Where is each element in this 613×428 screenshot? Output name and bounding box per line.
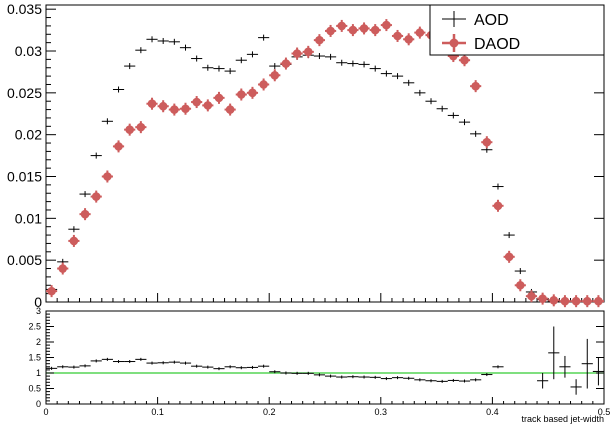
ratio-x-tick-label: 0.5 — [598, 407, 611, 417]
daod-point — [359, 24, 369, 33]
main-y-axis: 0 0.005 0.01 0.015 0.02 0.025 0.03 0.035 — [7, 1, 604, 310]
ratio-y-tick-label: 3 — [36, 306, 41, 316]
daod-point — [326, 26, 335, 36]
daod-point — [237, 90, 246, 99]
main-y-tick-label: 0.005 — [7, 252, 42, 268]
daod-point — [337, 21, 347, 31]
daod-point — [114, 142, 123, 151]
daod-point — [158, 101, 168, 111]
daod-point — [214, 93, 224, 103]
ratio-x-tick-label: 0 — [43, 407, 48, 417]
daod-point — [471, 81, 480, 91]
daod-point — [259, 80, 268, 89]
daod-point — [292, 49, 302, 58]
daod-point — [147, 99, 157, 109]
daod-point — [80, 209, 90, 219]
main-plot-panel: 0 0.005 0.01 0.015 0.02 0.025 0.03 0.035 AOD DA… — [7, 1, 605, 310]
ratio-y-axis: 0 0.5 1 1.5 2 2.5 3 — [28, 306, 604, 409]
daod-point — [281, 59, 291, 68]
daod-point — [460, 55, 469, 65]
daod-point — [47, 286, 56, 296]
main-y-tick-label: 0.035 — [7, 1, 42, 17]
legend: AOD DAOD — [429, 4, 605, 56]
ratio-x-tick-label: 0.3 — [375, 407, 388, 417]
ratio-x-axis: 0 0.1 0.2 0.3 0.4 0.5 — [43, 397, 610, 417]
daod-point — [136, 122, 146, 132]
daod-point — [504, 252, 514, 262]
ratio-y-tick-label: 0 — [36, 399, 41, 409]
daod-point — [348, 25, 358, 35]
daod-point — [248, 88, 257, 98]
daod-point — [571, 296, 581, 306]
main-y-tick-label: 0 — [34, 294, 42, 310]
legend-aod-label: AOD — [474, 12, 509, 29]
daod-series — [46, 19, 604, 308]
ratio-plot-panel: 0 0.5 1 1.5 2 2.5 3 0 0.1 0.2 0.3 0.4 0.5 track bas… — [28, 306, 610, 424]
daod-point — [103, 172, 112, 181]
aod-series — [46, 34, 604, 305]
main-y-tick-label: 0.02 — [15, 127, 42, 143]
ratio-y-tick-label: 1.5 — [28, 353, 41, 363]
daod-point — [404, 35, 414, 44]
daod-point — [181, 104, 190, 114]
daod-point — [549, 296, 559, 305]
x-axis-title: track based jet-width — [521, 414, 604, 424]
daod-point — [393, 31, 402, 41]
daod-point — [225, 105, 235, 114]
ratio-y-tick-label: 0.5 — [28, 384, 41, 394]
daod-point — [594, 296, 603, 306]
ratio-x-tick-label: 0.4 — [486, 407, 499, 417]
daod-point — [192, 97, 201, 107]
main-y-tick-label: 0.01 — [15, 210, 42, 226]
daod-point — [203, 101, 213, 110]
ratio-y-tick-label: 1 — [36, 368, 41, 378]
ratio-x-tick-label: 0.1 — [151, 407, 164, 417]
daod-point — [270, 70, 280, 80]
daod-point — [582, 296, 592, 306]
daod-point — [69, 236, 79, 246]
daod-point — [58, 264, 68, 273]
main-y-tick-label: 0.015 — [7, 169, 42, 185]
daod-point — [382, 20, 391, 30]
daod-point — [315, 35, 324, 45]
ratio-x-tick-label: 0.2 — [263, 407, 276, 417]
daod-point — [303, 47, 313, 57]
ratio-plot-frame — [45, 310, 605, 405]
daod-point — [560, 296, 570, 306]
ratio-y-tick-label: 2 — [36, 337, 41, 347]
daod-point — [91, 192, 101, 201]
daod-point — [415, 28, 425, 37]
daod-point — [170, 105, 179, 114]
legend-daod-marker — [442, 34, 466, 52]
daod-point — [482, 137, 492, 147]
daod-point — [516, 280, 525, 290]
ratio-series — [46, 326, 604, 395]
legend-daod-dot — [449, 38, 459, 48]
daod-point — [493, 201, 503, 211]
daod-point — [538, 294, 547, 303]
daod-point — [527, 291, 536, 301]
legend-daod-label: DAOD — [474, 36, 520, 53]
main-y-tick-label: 0.025 — [7, 85, 42, 101]
legend-box — [429, 4, 605, 56]
daod-point — [125, 125, 134, 134]
main-x-axis — [45, 293, 605, 302]
legend-aod-marker — [442, 11, 466, 27]
ratio-y-tick-label: 2.5 — [28, 322, 41, 332]
daod-point — [370, 25, 380, 35]
main-y-tick-label: 0.03 — [15, 43, 42, 59]
